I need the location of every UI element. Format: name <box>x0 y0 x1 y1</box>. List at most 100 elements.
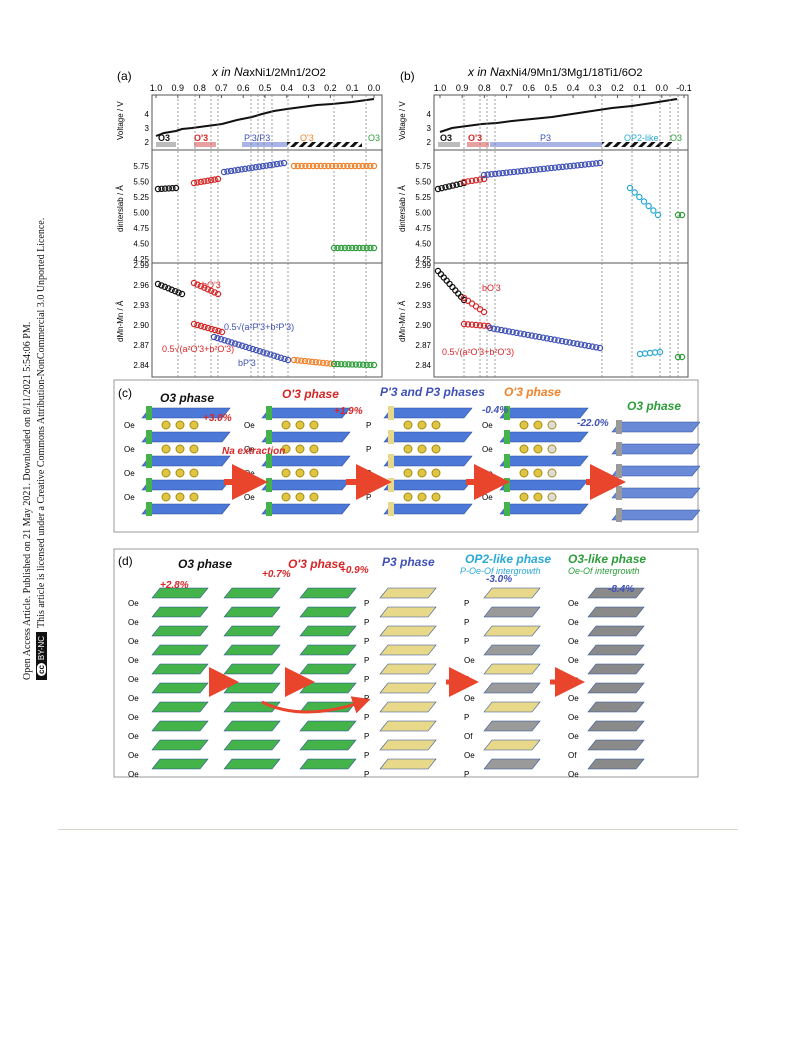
layer-slab <box>151 758 209 770</box>
layer-slab <box>483 663 541 675</box>
na-ion <box>431 420 441 430</box>
layer-slab <box>379 739 437 751</box>
y-tick-label: 3 <box>145 124 150 133</box>
data-point <box>218 328 226 336</box>
layer-slab <box>151 644 209 656</box>
x-tick-label: 0.5 <box>259 83 272 93</box>
data-point <box>460 296 468 304</box>
data-point <box>525 167 533 174</box>
data-point <box>472 321 480 329</box>
layer-slab <box>483 606 541 618</box>
data-point <box>514 168 521 175</box>
data-point <box>313 162 321 170</box>
layer-slab <box>151 606 209 618</box>
data-point <box>363 361 370 369</box>
data-point <box>656 348 664 356</box>
data-point <box>449 182 457 189</box>
data-point <box>540 165 548 173</box>
x-tick-label: 0.3 <box>302 83 315 93</box>
data-point <box>645 202 652 210</box>
layer-label: P <box>464 713 469 722</box>
layer-label: P <box>364 751 369 760</box>
data-point <box>154 185 162 193</box>
mnmn-points-a <box>154 279 378 369</box>
na-ion <box>417 420 427 430</box>
na-ion <box>417 444 427 454</box>
svg-text:O'3 phase: O'3 phase <box>288 557 345 571</box>
layer-label: Oe <box>464 751 475 760</box>
interslab-points-a <box>154 159 378 252</box>
data-point <box>460 178 468 186</box>
layer-label: Oe <box>482 469 493 478</box>
data-point <box>455 290 462 297</box>
edge-block <box>504 478 510 492</box>
layer-slab <box>223 606 281 618</box>
data-point <box>345 361 352 368</box>
layer-slab <box>499 455 589 467</box>
y-tick-label: 5.75 <box>415 162 431 171</box>
data-point <box>190 320 198 328</box>
data-point <box>593 344 600 351</box>
svg-text:O3: O3 <box>670 133 682 143</box>
data-point <box>359 361 367 368</box>
data-point <box>238 342 246 349</box>
data-point <box>574 162 581 169</box>
data-point <box>654 211 662 219</box>
data-point <box>267 351 274 358</box>
data-point <box>446 280 453 288</box>
data-point <box>678 353 686 361</box>
data-point <box>558 337 566 345</box>
data-point <box>544 165 551 172</box>
data-point <box>231 167 238 174</box>
edge-block <box>266 478 272 492</box>
data-point <box>294 357 301 364</box>
data-point <box>190 279 198 287</box>
svg-text:-22.0%: -22.0% <box>577 418 609 429</box>
layer-label: Oe <box>128 732 139 741</box>
data-point <box>323 360 330 367</box>
data-point <box>332 162 340 170</box>
data-point <box>284 356 292 364</box>
na-ion <box>175 444 185 454</box>
data-point <box>344 162 351 170</box>
layer-label: Oe <box>128 694 139 703</box>
na-ion <box>309 420 319 430</box>
layer-slab <box>611 465 701 477</box>
y-axes-a: Voltage / V dinterslab / Å dMn-Mn / Å 2 3… <box>116 101 150 370</box>
x-tick-label: 0.2 <box>324 83 337 93</box>
y-tick-label: 2.93 <box>415 301 431 310</box>
layer-slab <box>587 758 645 770</box>
data-point <box>640 198 648 205</box>
layer-slab <box>223 644 281 656</box>
layer-slab <box>299 644 357 656</box>
data-point <box>259 162 267 170</box>
edge-block <box>504 430 510 444</box>
data-point <box>158 282 165 289</box>
layer-slab <box>223 739 281 751</box>
data-point <box>674 353 682 361</box>
data-point <box>201 178 208 185</box>
data-point <box>468 177 476 185</box>
y-tick-label: 5.25 <box>415 193 431 202</box>
y-tick-label: 4.75 <box>415 224 431 233</box>
data-point <box>328 162 336 170</box>
na-ion <box>533 444 543 454</box>
data-point <box>480 322 488 329</box>
data-point <box>327 360 334 367</box>
svg-text:-0.4%: -0.4% <box>482 405 508 416</box>
x-tick-label: 0.8 <box>478 83 491 93</box>
layer-label: P <box>464 675 469 684</box>
y-tick-label: 5.00 <box>415 209 431 218</box>
data-point <box>208 325 215 333</box>
edge-block <box>388 502 394 516</box>
data-point <box>517 330 524 337</box>
svg-text:+0.9%: +0.9% <box>340 565 369 576</box>
layer-slab <box>299 587 357 599</box>
na-ion <box>281 420 291 430</box>
data-point <box>317 162 324 170</box>
x-tick-label: 0.7 <box>215 83 228 93</box>
na-ion <box>533 420 543 430</box>
layer-slab <box>383 407 473 419</box>
cc-license-badge[interactable]: ccBY-NC <box>36 631 47 680</box>
data-point <box>581 161 589 168</box>
